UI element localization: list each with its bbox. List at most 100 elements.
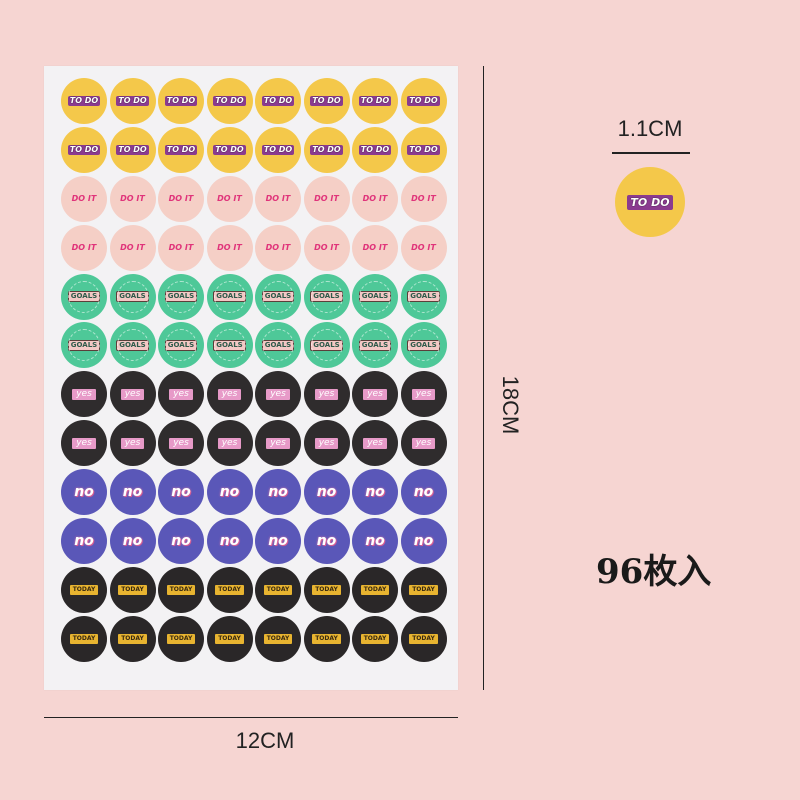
sticker-doit: DO IT — [206, 224, 253, 271]
sticker-label: TODAY — [69, 633, 99, 644]
sticker-today: TODAY — [255, 566, 301, 613]
sticker-yes: yes — [303, 371, 350, 418]
sticker-today: TODAY — [109, 615, 156, 662]
sticker-label: TODAY — [215, 584, 244, 595]
sticker-label: TODAY — [215, 633, 244, 644]
sticker-label: no — [219, 484, 240, 501]
sticker-no: no — [255, 518, 301, 565]
sticker-sheet: TO DO TO DO TO DO TO DO TO DO TO DO TO DO TO DO… — [44, 66, 458, 690]
sticker-label: DO IT — [168, 242, 194, 252]
sticker-yes: yes — [255, 371, 301, 418]
sticker-goals: GOALS — [206, 273, 253, 320]
sticker-no: no — [206, 518, 253, 565]
sticker-todo: TO DO — [352, 78, 398, 124]
sticker-doit: DO IT — [400, 175, 447, 222]
sticker-label: DO IT — [120, 193, 145, 203]
sticker-goals: GOALS — [255, 322, 301, 369]
sticker-goals: GOALS — [206, 322, 253, 369]
sticker-todo: TO DO — [61, 126, 107, 173]
sticker-yes: yes — [109, 371, 156, 418]
sticker-size-line — [612, 152, 690, 154]
sticker-no: no — [61, 518, 107, 565]
sticker-label: GOALS — [116, 291, 149, 303]
sticker-no: no — [352, 469, 398, 516]
sticker-label: TODAY — [118, 584, 147, 595]
sticker-doit: DO IT — [255, 175, 301, 222]
sticker-todo: TO DO — [158, 78, 204, 124]
sticker-yes: yes — [158, 371, 204, 418]
sticker-goals: GOALS — [109, 322, 156, 369]
sticker-goals: GOALS — [61, 273, 107, 320]
sticker-label: GOALS — [407, 291, 440, 303]
sticker-yes: yes — [158, 420, 204, 467]
sticker-label: TO DO — [67, 96, 101, 106]
count-label: 96枚入 — [596, 552, 712, 592]
sticker-label: GOALS — [213, 291, 246, 303]
sticker-today: TODAY — [352, 615, 398, 662]
sticker-label: TO DO — [407, 144, 440, 155]
sticker-no: no — [158, 518, 204, 565]
sticker-label: no — [122, 484, 143, 501]
sticker-doit: DO IT — [352, 175, 398, 222]
sticker-label: DO IT — [362, 242, 388, 252]
sticker-goals: GOALS — [158, 273, 204, 320]
sticker-label: no — [122, 533, 143, 550]
sticker-label: TODAY — [409, 584, 438, 595]
sticker-today: TODAY — [255, 615, 301, 662]
sticker-label: yes — [169, 437, 193, 449]
sticker-doit: DO IT — [109, 175, 156, 222]
sticker-label: GOALS — [164, 339, 198, 351]
sticker-label: GOALS — [310, 339, 343, 351]
sticker-goals: GOALS — [303, 273, 350, 320]
sticker-label: TO DO — [261, 96, 295, 106]
sticker-label: no — [413, 533, 434, 550]
sticker-label: TO DO — [67, 144, 101, 155]
sticker-goals: GOALS — [109, 273, 156, 320]
sticker-yes: yes — [109, 420, 156, 467]
sticker-label: TO DO — [213, 144, 246, 155]
sticker-goals: GOALS — [352, 322, 398, 369]
sticker-label: TODAY — [312, 584, 341, 595]
sample-sticker: TO DO — [615, 167, 685, 237]
sticker-label: TODAY — [409, 633, 438, 644]
sticker-label: GOALS — [164, 291, 198, 303]
sticker-no: no — [303, 469, 350, 516]
sticker-label: yes — [169, 388, 193, 400]
sticker-label: yes — [217, 437, 242, 449]
sticker-label: DO IT — [168, 193, 194, 203]
height-dimension-line — [483, 66, 484, 690]
sticker-label: TODAY — [263, 633, 293, 644]
sticker-goals: GOALS — [400, 273, 447, 320]
sticker-label: yes — [363, 437, 387, 449]
sticker-label: no — [74, 484, 94, 501]
sample-sticker-label: TO DO — [627, 194, 673, 210]
sticker-label: TO DO — [164, 96, 198, 106]
sticker-label: TODAY — [360, 633, 390, 644]
sticker-label: no — [219, 533, 240, 550]
sticker-todo: TO DO — [255, 126, 301, 173]
width-label: 12CM — [235, 728, 295, 753]
sticker-goals: GOALS — [400, 322, 447, 369]
sticker-label: no — [171, 533, 191, 550]
sticker-doit: DO IT — [255, 224, 301, 271]
sticker-grid: TO DO TO DO TO DO TO DO TO DO TO DO TO DO TO DO… — [61, 78, 449, 665]
sticker-goals: GOALS — [303, 322, 350, 369]
sticker-label: GOALS — [358, 339, 392, 351]
sticker-label: GOALS — [310, 291, 343, 303]
sticker-doit: DO IT — [352, 224, 398, 271]
sticker-todo: TO DO — [255, 78, 301, 124]
sticker-todo: TO DO — [109, 78, 156, 124]
sticker-yes: yes — [61, 371, 107, 418]
sticker-today: TODAY — [206, 566, 253, 613]
sticker-label: DO IT — [265, 193, 291, 203]
sticker-label: no — [413, 484, 434, 501]
sticker-label: GOALS — [67, 339, 101, 351]
sticker-label: GOALS — [213, 339, 246, 351]
sticker-label: TODAY — [166, 633, 196, 644]
sticker-label: GOALS — [407, 339, 440, 351]
sticker-today: TODAY — [400, 566, 447, 613]
sticker-doit: DO IT — [61, 175, 107, 222]
sticker-no: no — [255, 469, 301, 516]
sticker-label: yes — [217, 388, 242, 400]
sticker-goals: GOALS — [352, 273, 398, 320]
